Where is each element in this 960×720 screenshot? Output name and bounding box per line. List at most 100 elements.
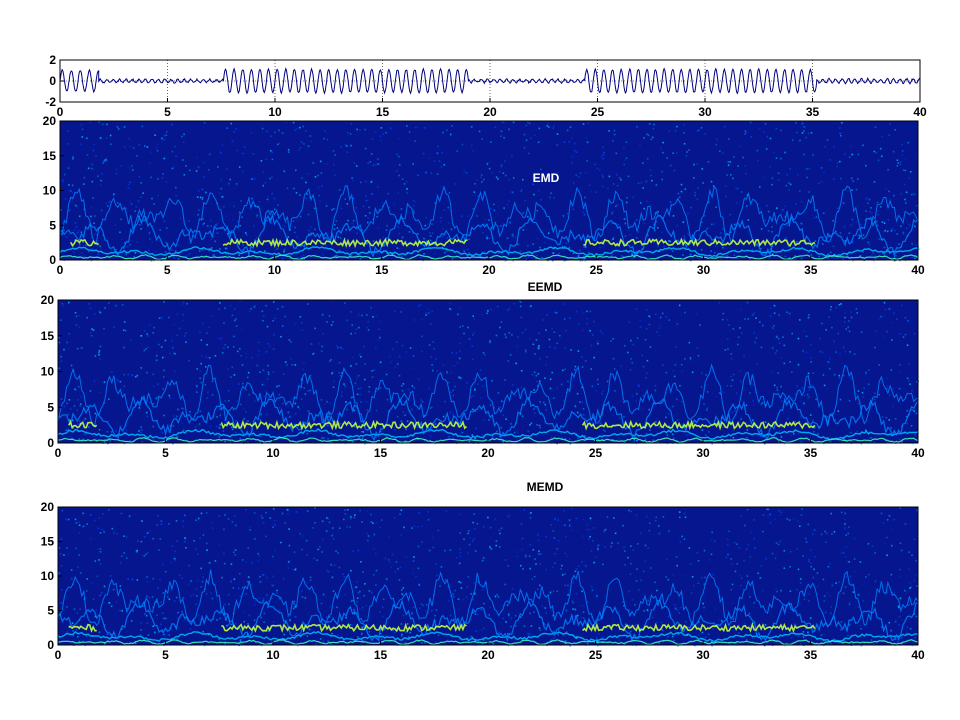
heatmap-speck <box>239 588 241 591</box>
heatmap-speck <box>459 532 462 534</box>
heatmap-speck <box>504 160 506 162</box>
heatmap-speck <box>318 186 321 188</box>
heatmap-speck <box>429 235 432 237</box>
heatmap-speck <box>63 405 66 408</box>
heatmap-speck <box>369 161 372 163</box>
heatmap-speck <box>434 252 436 255</box>
heatmap-speck <box>506 604 509 606</box>
heatmap-speck <box>612 238 614 240</box>
heatmap-speck <box>521 415 524 417</box>
heatmap-speck <box>694 194 696 197</box>
heatmap-speck <box>744 318 746 320</box>
heatmap-speck <box>188 219 190 222</box>
heatmap-speck <box>178 574 181 577</box>
heatmap-speck <box>562 215 565 217</box>
heatmap-speck <box>678 511 681 513</box>
heatmap-speck <box>818 255 821 258</box>
heatmap-speck <box>542 319 544 321</box>
heatmap-speck <box>106 123 108 126</box>
heatmap-speck <box>398 355 401 358</box>
heatmap-speck <box>797 432 800 435</box>
heatmap-speck <box>390 361 392 364</box>
heatmap-speck <box>327 517 329 520</box>
heatmap-speck <box>354 586 357 589</box>
heatmap-speck <box>783 237 786 240</box>
heatmap-speck <box>263 621 265 623</box>
heatmap-speck <box>70 407 72 410</box>
heatmap-speck <box>261 127 264 130</box>
heatmap-speck <box>855 221 857 223</box>
heatmap-speck <box>250 584 252 586</box>
heatmap-speck <box>84 433 86 436</box>
heatmap-speck <box>777 441 780 444</box>
heatmap-speck <box>877 159 880 162</box>
heatmap-speck <box>303 143 305 145</box>
heatmap-speck <box>402 614 405 617</box>
heatmap-speck <box>239 300 241 302</box>
heatmap-speck <box>317 174 319 177</box>
heatmap-speck <box>401 589 403 591</box>
heatmap-speck <box>411 423 414 425</box>
heatmap-speck <box>465 596 468 599</box>
heatmap-speck <box>90 206 93 209</box>
heatmap-speck <box>801 201 803 203</box>
heatmap-speck <box>78 438 81 440</box>
heatmap-speck <box>388 355 391 358</box>
heatmap-speck <box>152 225 154 228</box>
heatmap-speck <box>351 441 354 443</box>
heatmap-speck <box>82 640 84 643</box>
heatmap-speck <box>790 637 793 639</box>
heatmap-speck <box>583 213 586 216</box>
heatmap-speck <box>878 317 880 320</box>
heatmap-speck <box>299 147 302 149</box>
heatmap-speck <box>510 625 512 628</box>
x-tick-label: 25 <box>589 446 603 460</box>
heatmap-speck <box>208 357 211 359</box>
heatmap-speck <box>883 222 886 224</box>
heatmap-speck <box>686 151 688 153</box>
heatmap-speck <box>319 199 322 202</box>
heatmap-speck <box>776 207 778 209</box>
heatmap-speck <box>331 371 334 374</box>
heatmap-speck <box>684 516 687 519</box>
heatmap-speck <box>679 541 682 543</box>
heatmap-speck <box>76 409 78 411</box>
heatmap-speck <box>328 616 330 618</box>
heatmap-speck <box>205 542 208 545</box>
heatmap-speck <box>642 162 644 164</box>
heatmap-speck <box>894 418 897 420</box>
heatmap-speck <box>472 334 474 336</box>
heatmap-speck <box>143 330 146 332</box>
heatmap-speck <box>479 369 482 372</box>
heatmap-speck <box>436 173 439 175</box>
heatmap-speck <box>208 153 211 156</box>
heatmap-speck <box>159 538 162 540</box>
heatmap-speck <box>573 615 575 618</box>
heatmap-speck <box>554 552 556 555</box>
heatmap-speck <box>848 320 850 322</box>
heatmap-speck <box>604 430 606 432</box>
heatmap-speck <box>305 626 307 629</box>
heatmap-speck <box>353 608 355 611</box>
heatmap-speck <box>512 177 515 179</box>
heatmap-speck <box>661 441 663 443</box>
heatmap-speck <box>219 424 221 426</box>
heatmap-speck <box>413 212 415 214</box>
heatmap-speck <box>174 560 176 562</box>
heatmap-speck <box>740 418 742 420</box>
heatmap-speck <box>212 618 215 621</box>
heatmap-speck <box>808 593 810 595</box>
heatmap-speck <box>538 550 540 553</box>
heatmap-speck <box>67 553 70 555</box>
heatmap-speck <box>877 213 880 216</box>
heatmap-speck <box>611 211 614 213</box>
heatmap-speck <box>371 193 373 195</box>
heatmap-speck <box>291 259 293 262</box>
heatmap-speck <box>260 514 263 517</box>
heatmap-speck <box>601 392 603 395</box>
heatmap-speck <box>319 160 322 163</box>
heatmap-speck <box>849 351 851 353</box>
heatmap-speck <box>528 555 531 557</box>
heatmap-speck <box>552 566 554 568</box>
heatmap-speck <box>405 631 407 633</box>
